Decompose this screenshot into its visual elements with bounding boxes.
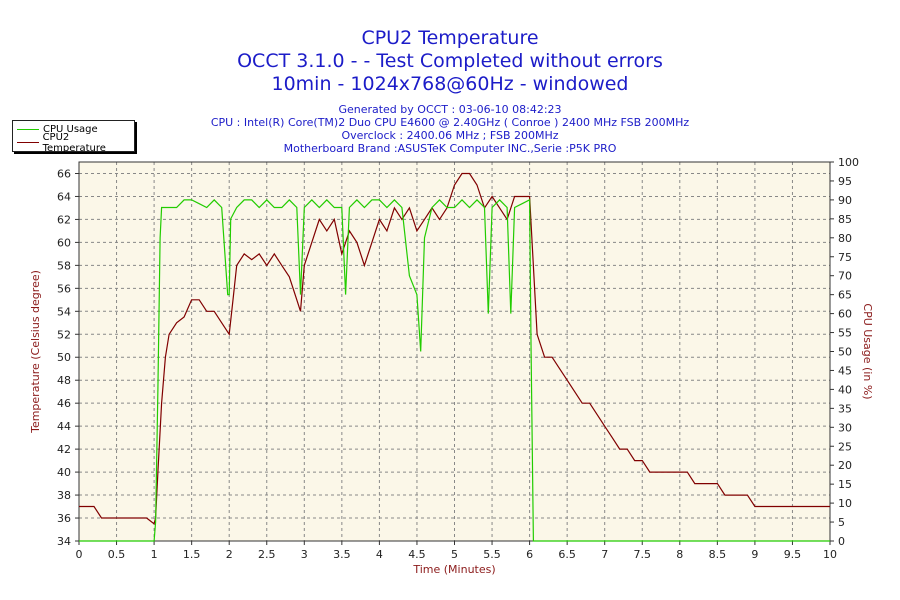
y-right-axis-label: CPU Usage (in %): [861, 303, 874, 399]
y-right-tick-label: 80: [838, 232, 852, 245]
x-tick-label: 10: [823, 548, 837, 561]
chart-subtitle-test: OCCT 3.1.0 - - Test Completed without er…: [237, 50, 663, 72]
y-right-tick-label: 65: [838, 289, 852, 302]
y-right-tick-label: 10: [838, 497, 852, 510]
x-tick-label: 0: [76, 548, 83, 561]
y-left-tick-label: 44: [57, 420, 71, 433]
y-right-tick-label: 95: [838, 175, 852, 188]
x-tick-label: 3.5: [333, 548, 351, 561]
y-left-tick-label: 62: [57, 213, 71, 226]
y-right-tick-label: 85: [838, 213, 852, 226]
y-left-tick-label: 34: [57, 535, 71, 548]
y-left-tick-label: 48: [57, 374, 71, 387]
generated-info: Generated by OCCT : 03-06-10 08:42:23: [338, 103, 562, 116]
y-left-tick-label: 46: [57, 397, 71, 410]
x-tick-label: 7.5: [634, 548, 652, 561]
x-tick-label: 1: [151, 548, 158, 561]
x-tick-label: 4.5: [408, 548, 426, 561]
y-left-tick-label: 38: [57, 489, 71, 502]
y-left-tick-label: 40: [57, 466, 71, 479]
y-left-tick-label: 52: [57, 328, 71, 341]
y-left-tick-label: 50: [57, 351, 71, 364]
x-tick-label: 9.5: [784, 548, 802, 561]
x-tick-label: 7: [601, 548, 608, 561]
y-right-tick-label: 40: [838, 383, 852, 396]
y-right-tick-label: 55: [838, 327, 852, 340]
y-left-tick-label: 36: [57, 512, 71, 525]
legend-item-cpu2-temp: CPU2 Temperature: [17, 132, 134, 154]
legend-swatch-cpu-usage: [17, 129, 39, 130]
chart-title: CPU2 Temperature: [361, 27, 539, 49]
legend-item-cpu-usage: CPU Usage: [17, 123, 98, 136]
legend-label-cpu-usage: CPU Usage: [43, 124, 98, 135]
x-tick-label: 4: [376, 548, 383, 561]
legend-label-cpu2-temp: CPU2 Temperature: [42, 131, 106, 154]
x-tick-label: 8: [676, 548, 683, 561]
x-tick-label: 8.5: [709, 548, 727, 561]
y-right-tick-label: 20: [838, 459, 852, 472]
y-right-tick-label: 25: [838, 440, 852, 453]
y-right-tick-label: 90: [838, 194, 852, 207]
y-left-axis-label: Temperature (Celsius degree): [29, 270, 42, 434]
x-tick-label: 6.5: [558, 548, 576, 561]
x-tick-label: 2.5: [258, 548, 276, 561]
y-left-tick-label: 64: [57, 190, 71, 203]
y-right-tick-label: 35: [838, 402, 852, 415]
cpu-info: CPU : Intel(R) Core(TM)2 Duo CPU E4600 @…: [210, 116, 690, 129]
x-tick-label: 9: [751, 548, 758, 561]
legend-swatch-cpu2-temp: [17, 142, 39, 143]
plot-area: [79, 162, 830, 541]
y-right-tick-label: 0: [838, 535, 845, 548]
x-tick-label: 0.5: [108, 548, 126, 561]
x-tick-label: 6: [526, 548, 533, 561]
y-right-tick-label: 15: [838, 478, 852, 491]
y-left-tick-label: 54: [57, 305, 71, 318]
y-right-tick-label: 45: [838, 364, 852, 377]
y-right-tick-label: 5: [838, 516, 845, 529]
y-left-tick-label: 58: [57, 259, 71, 272]
y-left-tick-label: 56: [57, 282, 71, 295]
y-left-tick-label: 60: [57, 236, 71, 249]
series-line-cpu2-temperature: [79, 172, 830, 525]
chart-subtitle-mode: 10min - 1024x768@60Hz - windowed: [271, 73, 629, 95]
y-right-tick-label: 100: [838, 156, 859, 169]
x-axis-label: Time (Minutes): [412, 563, 495, 576]
y-left-tick-label: 66: [57, 167, 71, 180]
y-left-tick-label: 42: [57, 443, 71, 456]
y-right-tick-label: 30: [838, 421, 852, 434]
y-right-tick-label: 60: [838, 308, 852, 321]
x-tick-label: 3: [301, 548, 308, 561]
motherboard-info: Motherboard Brand :ASUSTeK Computer INC.…: [283, 142, 617, 155]
x-tick-label: 5: [451, 548, 458, 561]
series-line-cpu-usage: [79, 198, 830, 542]
x-tick-label: 1.5: [183, 548, 201, 561]
x-tick-label: 2: [226, 548, 233, 561]
plot-border: [78, 161, 831, 542]
y-right-tick-label: 75: [838, 251, 852, 264]
y-right-tick-label: 70: [838, 270, 852, 283]
overclock-info: Overclock : 2400.06 MHz ; FSB 200MHz: [341, 129, 559, 142]
chart-legend: CPU Usage CPU2 Temperature: [12, 120, 135, 154]
x-tick-label: 5.5: [483, 548, 501, 561]
y-right-tick-label: 50: [838, 346, 852, 359]
